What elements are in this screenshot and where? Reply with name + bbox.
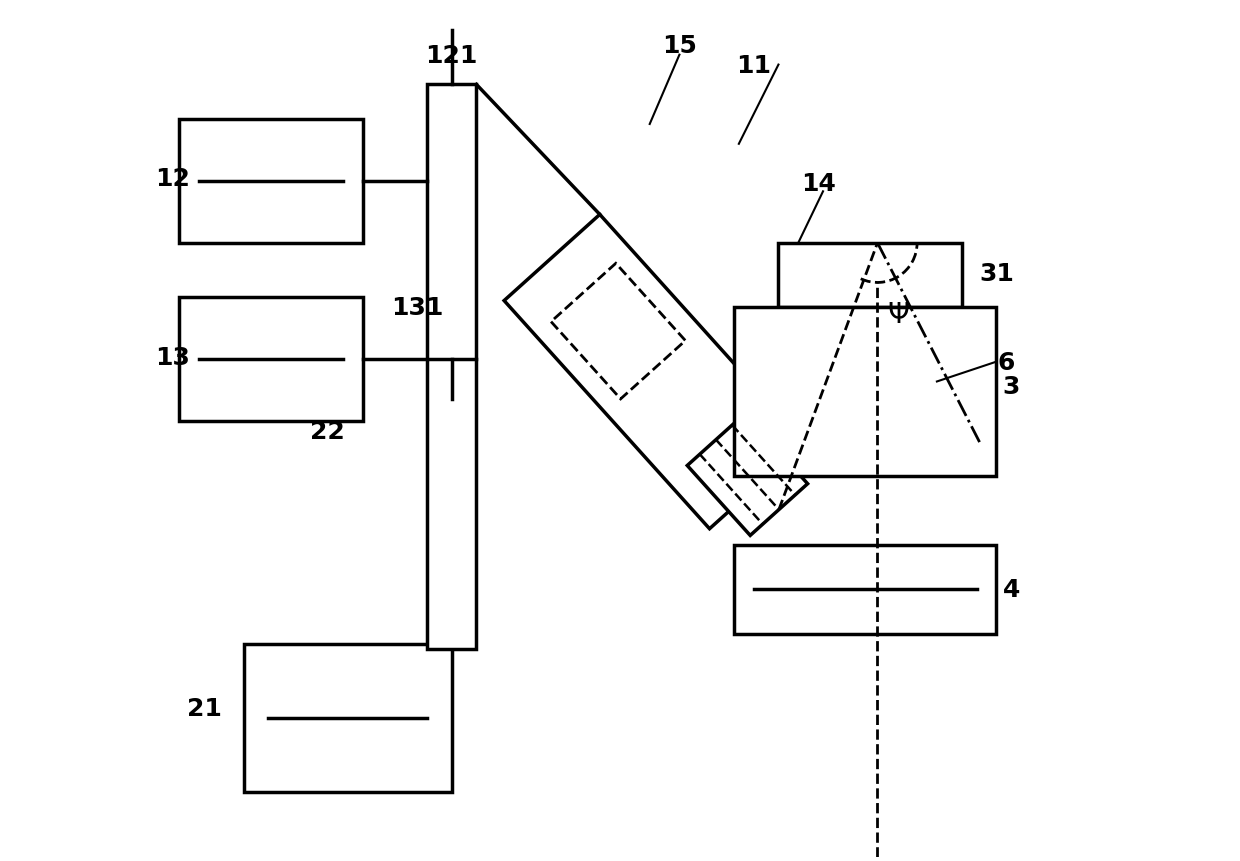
Polygon shape	[505, 215, 805, 530]
Text: 6: 6	[997, 350, 1014, 375]
Text: 131: 131	[391, 296, 443, 319]
Bar	[427, 85, 476, 649]
Text: 13: 13	[155, 345, 190, 369]
Text: 4: 4	[1002, 578, 1019, 602]
Text: 11: 11	[737, 53, 771, 77]
Bar	[734, 308, 996, 476]
Polygon shape	[551, 264, 686, 400]
Text: 31: 31	[978, 261, 1014, 285]
Bar	[180, 298, 362, 422]
Text: 3: 3	[1002, 375, 1019, 399]
Bar	[734, 545, 996, 635]
Bar	[180, 120, 362, 244]
Text: 22: 22	[310, 419, 345, 443]
Text: 12: 12	[155, 167, 190, 191]
Bar	[244, 644, 451, 792]
Polygon shape	[687, 414, 807, 536]
Text: 21: 21	[187, 697, 222, 721]
Text: 15: 15	[662, 34, 697, 58]
Text: $\Psi$: $\Psi$	[888, 300, 910, 329]
Text: 14: 14	[801, 172, 836, 196]
Bar	[779, 244, 962, 308]
Text: 121: 121	[425, 44, 477, 67]
